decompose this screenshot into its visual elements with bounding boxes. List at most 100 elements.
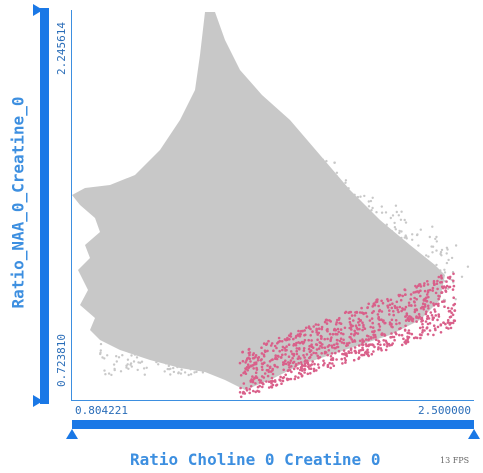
scatter-point-selected [252,356,256,360]
scatter-point-selected [312,351,316,355]
scatter-point-default [224,124,227,128]
scatter-point-default [258,160,261,164]
scatter-point-default [315,184,318,187]
scatter-point-selected [388,309,391,312]
scatter-point-selected [267,380,271,384]
scatter-point-default [131,348,135,352]
x-slider-max-handle[interactable] [468,429,480,439]
scatter-point-default [263,163,266,166]
scatter-point-default [277,145,280,149]
scatter-point-default [259,135,262,138]
scatter-point-selected [390,306,394,310]
scatter-point-selected [254,382,257,385]
scatter-point-default [157,356,160,359]
scatter-point-default [145,335,149,338]
scatter-point-default [247,152,250,156]
scatter-point-selected [260,352,264,355]
scatter-point-selected [398,327,401,331]
scatter-point-selected [404,324,407,328]
scatter-point-selected [329,366,333,370]
scatter-point-default [275,126,278,129]
scatter-point-default [143,373,146,376]
scatter-point-selected [360,343,364,346]
scatter-point-default [177,371,180,374]
scatter-point-selected [330,344,334,348]
scatter-point-selected [426,304,430,308]
x-range-slider[interactable] [72,420,474,429]
scatter-point-default [185,349,188,352]
scatter-point-default [368,232,371,235]
scatter-point-selected [367,302,371,306]
scatter-point-default [201,371,205,374]
scatter-point-selected [323,337,327,341]
scatter-point-selected [437,304,440,308]
scatter-point-default [312,197,316,201]
scatter-point-selected [250,378,253,381]
scatter-point-selected [248,391,251,395]
scatter-point-default [129,363,132,366]
scatter-point-selected [260,365,264,369]
scatter-point-selected [343,352,347,355]
scatter-point-selected [449,326,453,330]
scatter-point-default [344,200,347,203]
scatter-point-default [121,354,124,357]
scatter-point-default [353,203,356,206]
scatter-point-default [181,364,185,367]
scatter-point-selected [377,315,381,319]
scatter-point-selected [340,357,344,361]
y-axis-label: Ratio_NAA_0_Creatine_0 [8,96,28,308]
scatter-point-default [391,252,395,255]
scatter-point-selected [263,372,267,375]
scatter-point-selected [358,311,362,314]
scatter-point-selected [337,330,341,334]
scatter-point-default [258,137,262,141]
scatter-point-selected [432,324,436,328]
scatter-point-default [197,356,201,359]
scatter-point-default [167,360,170,363]
scatter-point-selected [388,303,392,307]
y-range-slider[interactable] [40,8,49,404]
scatter-point-selected [315,348,319,351]
scatter-point-selected [437,315,441,318]
scatter-point-default [106,337,110,341]
scatter-point-default [257,121,261,124]
y-slider-min-handle[interactable] [33,395,43,407]
scatter-point-selected [394,319,398,322]
scatter-point-default [220,356,223,360]
scatter-point-default [126,363,129,366]
scatter-point-default [193,371,196,374]
scatter-point-selected [431,289,435,292]
scatter-point-selected [390,318,394,322]
scatter-point-selected [323,351,327,355]
scatter-point-default [267,160,270,163]
scatter-point-default [432,275,435,279]
scatter-point-default [226,349,229,352]
y-slider-max-handle[interactable] [33,4,43,16]
scatter-point-default [239,167,242,170]
plot-area[interactable] [71,10,474,401]
scatter-point-default [208,340,211,343]
x-slider-min-handle[interactable] [66,429,78,439]
scatter-point-selected [344,361,347,364]
scatter-point-default [284,174,287,177]
scatter-point-default [115,360,119,363]
scatter-point-default [188,336,191,339]
scatter-point-default [233,143,237,147]
scatter-point-default [422,294,425,297]
scatter-point-default [409,253,412,256]
scatter-point-default [271,121,274,124]
scatter-point-selected [362,325,365,329]
scatter-point-selected [382,319,385,322]
scatter-point-selected [400,309,403,313]
scatter-point-default [117,335,121,338]
scatter-point-selected [426,315,429,318]
scatter-point-default [268,151,271,154]
scatter-point-selected [280,355,283,359]
scatter-point-default [255,123,258,126]
scatter-point-default [218,337,221,340]
scatter-point-selected [271,372,275,376]
scatter-point-selected [370,317,374,320]
scatter-point-selected [326,365,330,369]
scatter-point-default [346,212,349,216]
